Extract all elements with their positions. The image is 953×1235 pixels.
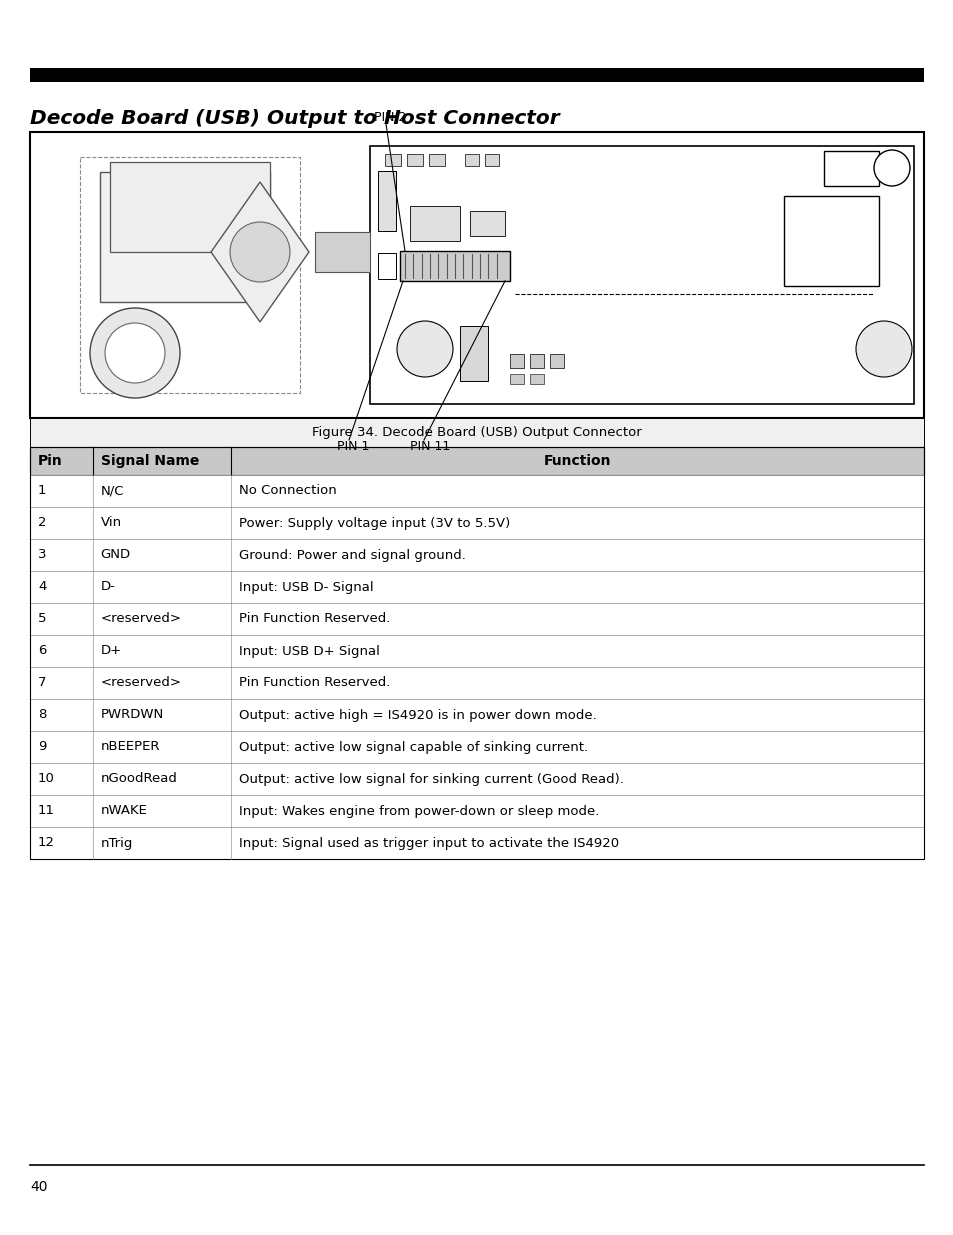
Bar — [314, 232, 370, 272]
Bar — [464, 154, 478, 165]
Bar — [30, 538, 923, 571]
Bar — [30, 571, 923, 603]
Text: Decode Board (USB) Output to Host Connector: Decode Board (USB) Output to Host Connec… — [30, 109, 559, 128]
Text: nGoodRead: nGoodRead — [100, 773, 177, 785]
Bar — [385, 154, 400, 165]
Text: 11: 11 — [38, 804, 55, 818]
Text: nBEEPER: nBEEPER — [100, 741, 160, 753]
Text: GND: GND — [100, 548, 131, 562]
Bar — [30, 731, 923, 763]
Text: Pin Function Reserved.: Pin Function Reserved. — [239, 613, 390, 625]
Text: Input: Wakes engine from power-down or sleep mode.: Input: Wakes engine from power-down or s… — [239, 804, 598, 818]
Bar — [377, 170, 395, 231]
Bar — [399, 251, 510, 282]
Bar — [30, 68, 923, 82]
Polygon shape — [211, 182, 309, 322]
Text: 3: 3 — [38, 548, 47, 562]
Text: 2: 2 — [38, 516, 47, 530]
Bar — [30, 475, 923, 508]
Bar — [470, 211, 504, 236]
Text: Input: USB D+ Signal: Input: USB D+ Signal — [239, 645, 379, 657]
Text: Output: active high = IS4920 is in power down mode.: Output: active high = IS4920 is in power… — [239, 709, 597, 721]
Text: 1: 1 — [38, 484, 47, 498]
Circle shape — [230, 222, 290, 282]
Bar — [530, 374, 543, 384]
Text: D+: D+ — [100, 645, 122, 657]
Text: PIN 2: PIN 2 — [374, 111, 406, 124]
Circle shape — [873, 149, 909, 186]
Text: Input: USB D- Signal: Input: USB D- Signal — [239, 580, 374, 594]
Bar — [30, 132, 923, 417]
Text: No Connection: No Connection — [239, 484, 336, 498]
Bar — [370, 146, 913, 404]
Text: Output: active low signal for sinking current (Good Read).: Output: active low signal for sinking cu… — [239, 773, 623, 785]
Text: N/C: N/C — [100, 484, 124, 498]
Text: <reserved>: <reserved> — [100, 677, 181, 689]
Text: 9: 9 — [38, 741, 47, 753]
Text: Vin: Vin — [100, 516, 122, 530]
Bar — [30, 447, 923, 475]
Text: 5: 5 — [38, 613, 47, 625]
Text: nTrig: nTrig — [100, 836, 132, 850]
Text: Power: Supply voltage input (3V to 5.5V): Power: Supply voltage input (3V to 5.5V) — [239, 516, 510, 530]
Bar — [510, 374, 523, 384]
Text: PIN 11: PIN 11 — [410, 440, 450, 453]
Bar — [410, 206, 459, 241]
Circle shape — [855, 321, 911, 377]
Text: Input: Signal used as trigger input to activate the IS4920: Input: Signal used as trigger input to a… — [239, 836, 618, 850]
Bar — [30, 603, 923, 635]
Bar — [80, 157, 299, 393]
Text: 40: 40 — [30, 1179, 48, 1194]
Bar — [30, 699, 923, 731]
Text: <reserved>: <reserved> — [100, 613, 181, 625]
Text: PIN 1: PIN 1 — [336, 440, 369, 453]
Text: D-: D- — [100, 580, 115, 594]
Bar — [30, 447, 923, 860]
Bar — [100, 172, 270, 303]
Text: 6: 6 — [38, 645, 47, 657]
Text: Pin Function Reserved.: Pin Function Reserved. — [239, 677, 390, 689]
Circle shape — [105, 324, 165, 383]
Text: Figure 34. Decode Board (USB) Output Connector: Figure 34. Decode Board (USB) Output Con… — [312, 426, 641, 438]
Text: Signal Name: Signal Name — [100, 454, 199, 468]
Text: 4: 4 — [38, 580, 47, 594]
Bar — [30, 508, 923, 538]
Bar — [530, 354, 543, 368]
Text: 8: 8 — [38, 709, 47, 721]
Text: Ground: Power and signal ground.: Ground: Power and signal ground. — [239, 548, 465, 562]
Bar — [110, 162, 270, 252]
Bar — [407, 154, 422, 165]
Bar — [823, 151, 878, 186]
Bar — [30, 417, 923, 447]
Bar — [429, 154, 444, 165]
Bar — [30, 827, 923, 860]
Text: nWAKE: nWAKE — [100, 804, 148, 818]
Bar — [484, 154, 498, 165]
Circle shape — [396, 321, 453, 377]
Bar — [377, 253, 395, 279]
Bar — [30, 667, 923, 699]
Text: Pin: Pin — [38, 454, 63, 468]
Circle shape — [90, 308, 180, 398]
Text: Output: active low signal capable of sinking current.: Output: active low signal capable of sin… — [239, 741, 588, 753]
Text: 10: 10 — [38, 773, 55, 785]
Bar — [459, 326, 488, 382]
Bar — [30, 763, 923, 795]
Bar — [510, 354, 523, 368]
Bar — [783, 196, 878, 287]
Text: 12: 12 — [38, 836, 55, 850]
Bar — [30, 795, 923, 827]
Text: 7: 7 — [38, 677, 47, 689]
Bar — [550, 354, 563, 368]
Bar — [30, 635, 923, 667]
Text: Function: Function — [543, 454, 611, 468]
Text: PWRDWN: PWRDWN — [100, 709, 164, 721]
